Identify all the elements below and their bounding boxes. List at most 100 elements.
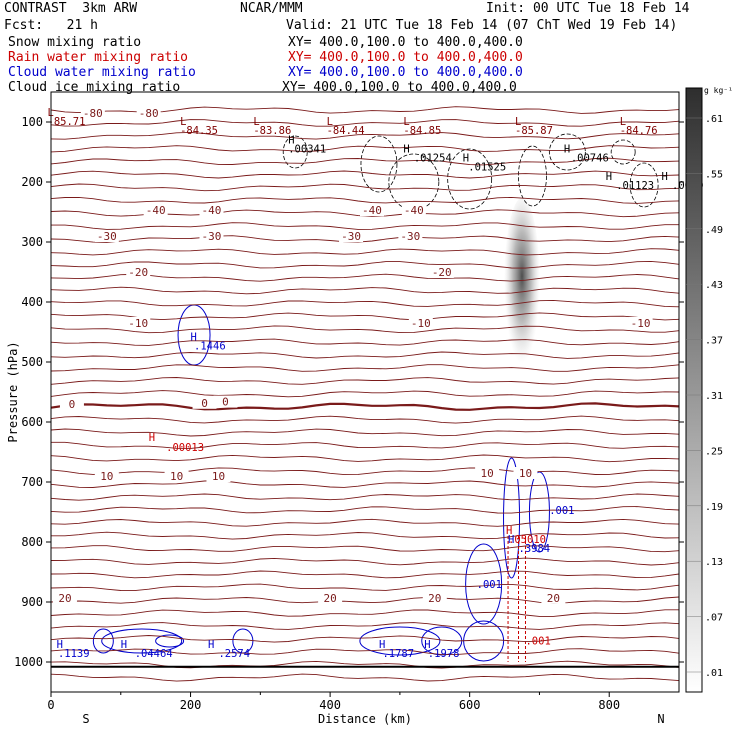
isotherm-line (50, 260, 680, 269)
isotherm-label-bg (199, 204, 224, 217)
extremum-value: -85.87 (515, 125, 553, 137)
snow-contour (282, 135, 308, 169)
colorbar-tick-label: .61 (705, 114, 723, 125)
field-xy-snow: XY= 400.0,100.0 to 400.0,400.0 (288, 35, 523, 50)
cloud-water-contour (177, 304, 211, 366)
isotherm-line (50, 119, 680, 127)
isotherm-line (50, 660, 680, 669)
isotherm-label-bg (408, 317, 433, 329)
extremum-marker: L (180, 116, 186, 128)
cloud-water-contour (155, 634, 185, 648)
colorbar-tick-label: .49 (705, 225, 723, 236)
field-xy-rain: XY= 400.0,100.0 to 400.0,400.0 (288, 50, 523, 65)
x-end-label-north: N (657, 712, 664, 726)
isotherm-label: -80 (139, 107, 159, 120)
isotherm-line (50, 390, 680, 398)
isotherm-line (50, 635, 680, 643)
extremum-value: .00013 (166, 442, 204, 454)
isotherm-label-bg (192, 396, 217, 409)
isotherm-line (50, 286, 680, 295)
extremum-marker: H (424, 639, 430, 651)
cloud-water-contour (503, 457, 521, 579)
extremum-value: .001 (477, 579, 502, 591)
cloud-water-contour (421, 626, 463, 656)
extremum-value: -84.35 (180, 125, 218, 137)
extremum-value: .0049 (672, 180, 704, 192)
isotherm-line (50, 273, 680, 282)
forecast-hour: Fcst: 21 h (4, 18, 98, 33)
isotherm-line (50, 570, 680, 579)
isotherm-label: -10 (631, 317, 651, 330)
cloud-water-contour (92, 628, 114, 654)
isotherm-label: -30 (341, 230, 361, 243)
isotherm-label-bg (541, 591, 566, 604)
x-axis-label: Distance (km) (318, 712, 412, 726)
isotherm-label: -40 (146, 204, 166, 217)
isotherm-line (50, 145, 680, 153)
isotherm-label-bg (59, 398, 84, 410)
extremum-value: -85.71 (48, 116, 86, 128)
snow-contour (610, 139, 636, 165)
isotherm-label-bg (52, 591, 77, 604)
isotherm-label-bg (398, 230, 423, 242)
isotherm-line (50, 209, 680, 218)
colorbar-tick-label: .19 (705, 502, 723, 513)
isotherm-line (50, 325, 680, 334)
isotherm-line (50, 183, 680, 192)
plot-frame (50, 91, 680, 693)
isotherm-label: -10 (128, 317, 148, 330)
isotherm-label: -30 (202, 230, 222, 243)
isotherm-label-bg (422, 591, 447, 604)
isotherm-label: 20 (547, 592, 560, 605)
extremum-marker: L (48, 107, 54, 119)
isotherm-label: -30 (400, 230, 420, 243)
extremum-marker: L (515, 116, 521, 128)
colorbar-tick-label: .37 (705, 336, 723, 347)
cloud-ice-plume (504, 198, 540, 372)
field-name-cloud-water: Cloud water mixing ratio (8, 65, 196, 80)
extremum-marker: H (606, 171, 612, 183)
isotherm-line (50, 299, 680, 308)
isotherm-line (50, 480, 680, 488)
field-name-rain: Rain water mixing ratio (8, 50, 189, 65)
cloud-water-contour (359, 626, 441, 656)
isotherm-line (50, 415, 680, 424)
field-xy-cloud-ice: XY= 400.0,100.0 to 400.0,400.0 (282, 80, 517, 95)
isotherm-label: 10 (170, 470, 183, 483)
y-tick-label: 900 (21, 595, 43, 609)
isotherm-label: 10 (212, 470, 225, 483)
isotherm-label-bg (339, 230, 364, 242)
extremum-value: .001 (549, 505, 574, 517)
y-tick-label: 1000 (14, 655, 43, 669)
field-name-cloud-ice: Cloud ice mixing ratio (8, 80, 181, 95)
snow-contour (388, 153, 440, 211)
isotherm-label-bg (628, 317, 653, 329)
isotherm-label-bg (318, 591, 343, 604)
valid-time: Valid: 21 UTC Tue 18 Feb 14 (07 ChT Wed … (286, 18, 678, 33)
isotherm-label: -40 (362, 204, 382, 217)
x-tick-label: 800 (598, 698, 620, 712)
isotherm-line (50, 312, 680, 321)
colorbar (685, 87, 703, 693)
isotherm-label-bg (401, 204, 426, 217)
colorbar-tick-label: .31 (705, 391, 723, 402)
colorbar-unit: g kg⁻¹ (704, 86, 733, 95)
isotherm-line (50, 557, 680, 566)
isotherm-line (50, 609, 679, 617)
extremum-value: .1787 (382, 648, 414, 660)
cloud-water-contour (528, 471, 550, 553)
extremum-value: -84.76 (620, 125, 658, 137)
cloud-water-contour (101, 628, 183, 654)
extremum-value: .00746 (571, 153, 609, 165)
isotherm-label: 0 (222, 396, 229, 409)
isotherm-label-bg (199, 230, 224, 242)
colorbar-tick-label: .43 (705, 280, 723, 291)
y-tick-label: 400 (21, 295, 43, 309)
colorbar-tick-label: .55 (705, 169, 723, 180)
x-tick-label: 200 (180, 698, 202, 712)
snow-contour (360, 135, 398, 193)
isotherm-label: -40 (404, 204, 424, 217)
isotherm-line (51, 441, 680, 449)
isotherm-label: -80 (83, 107, 103, 120)
